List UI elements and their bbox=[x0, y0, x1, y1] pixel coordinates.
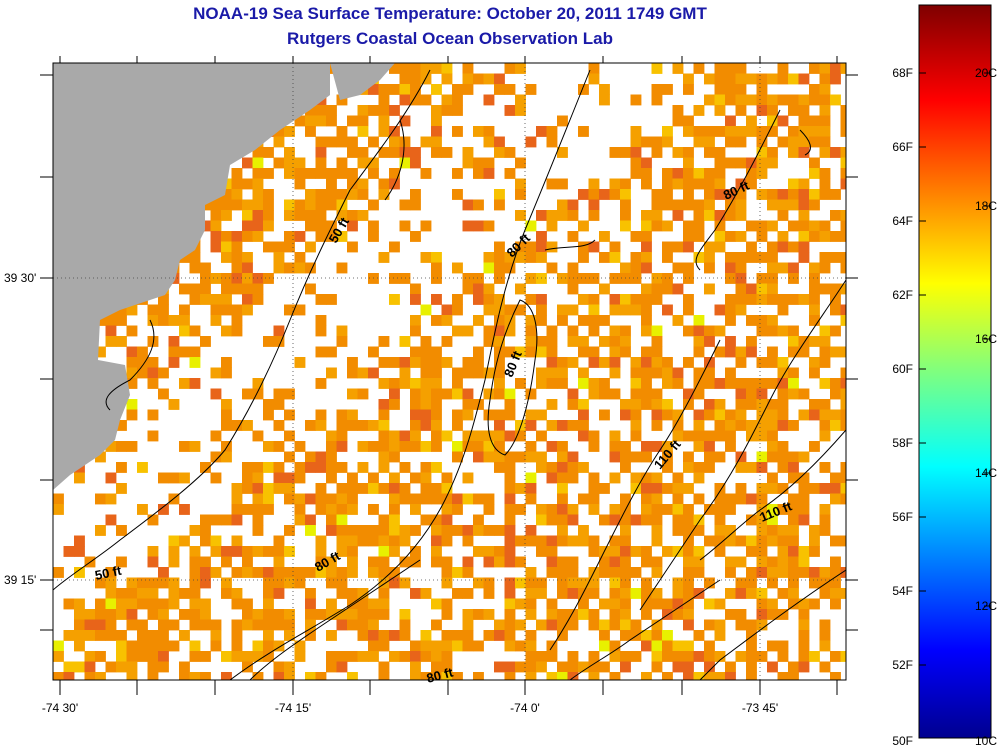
graticule bbox=[53, 63, 846, 680]
cb-c-label: 20C bbox=[975, 66, 997, 80]
longitude-labels: -74 30' -74 15' -74 0' -73 45' bbox=[42, 701, 778, 715]
colorbar bbox=[918, 4, 992, 739]
cb-f-label: 60F bbox=[892, 362, 913, 376]
land-upper bbox=[330, 63, 395, 100]
cb-f-label: 66F bbox=[892, 140, 913, 154]
cb-f-label: 54F bbox=[892, 584, 913, 598]
cb-f-label: 50F bbox=[892, 734, 913, 748]
cb-c-label: 14C bbox=[975, 466, 997, 480]
lon-label: -73 45' bbox=[742, 701, 778, 715]
map-title: NOAA-19 Sea Surface Temperature: October… bbox=[193, 4, 707, 23]
latitude-labels: 39 30' 39 15' bbox=[4, 271, 36, 587]
land bbox=[53, 63, 330, 490]
bathymetry-contours bbox=[53, 69, 846, 680]
cb-f-label: 68F bbox=[892, 66, 913, 80]
cb-c-label: 12C bbox=[975, 599, 997, 613]
contour-label: 50 ft bbox=[94, 563, 124, 583]
cb-f-label: 64F bbox=[892, 214, 913, 228]
lat-label: 39 15' bbox=[4, 573, 36, 587]
cb-f-label: 52F bbox=[892, 658, 913, 672]
lat-label: 39 30' bbox=[4, 271, 36, 285]
cb-c-label: 10C bbox=[975, 734, 997, 748]
lon-label: -74 0' bbox=[510, 701, 540, 715]
lon-label: -74 15' bbox=[275, 701, 311, 715]
map-subtitle: Rutgers Coastal Ocean Observation Lab bbox=[287, 29, 613, 48]
cb-f-label: 62F bbox=[892, 288, 913, 302]
cb-c-label: 16C bbox=[975, 332, 997, 346]
colorbar-c-labels: 20C 18C 16C 14C 12C 10C bbox=[975, 66, 997, 748]
cb-c-label: 18C bbox=[975, 199, 997, 213]
cb-f-label: 58F bbox=[892, 436, 913, 450]
lon-label: -74 30' bbox=[42, 701, 78, 715]
cb-f-label: 56F bbox=[892, 510, 913, 524]
axis-ticks bbox=[40, 56, 858, 695]
colorbar-f-labels: 68F 66F 64F 62F 60F 58F 56F 54F 52F 50F bbox=[892, 66, 913, 748]
map-frame bbox=[52, 62, 847, 681]
colorbar-ticks bbox=[919, 72, 991, 666]
